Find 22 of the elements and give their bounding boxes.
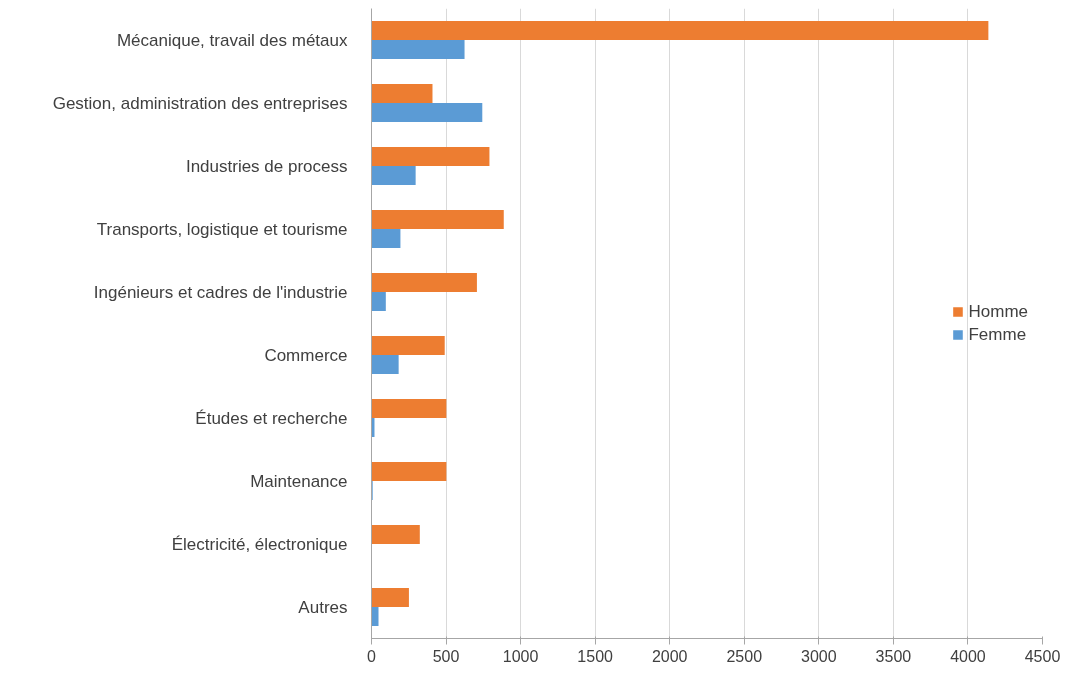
x-tick-label: 1500: [577, 647, 614, 665]
y-tick-label: Études et recherche: [195, 408, 348, 428]
legend-label: Homme: [968, 301, 1028, 322]
y-tick-label: Commerce: [264, 345, 348, 365]
x-tick-label: 4500: [1024, 647, 1061, 665]
x-tick-label: 3000: [801, 647, 837, 665]
y-tick-label: Autres: [298, 597, 348, 617]
y-tick-label: Électricité, électronique: [171, 534, 348, 554]
x-tick-label: 500: [432, 647, 460, 665]
y-tick-label: Maintenance: [250, 471, 348, 491]
y-tick-label: Ingénieurs et cadres de l'industrie: [93, 282, 348, 302]
x-tick-label: 3500: [875, 647, 912, 665]
x-tick-label: 1000: [502, 647, 539, 665]
y-tick-label: Industries de process: [185, 156, 348, 176]
y-tick-label: Transports, logistique et tourisme: [96, 219, 348, 239]
x-tick-label: 4000: [950, 647, 986, 665]
y-tick-label: Mécanique, travail des métaux: [116, 30, 348, 50]
x-tick-label: 2000: [651, 647, 688, 665]
y-tick-label: Gestion, administration des entreprises: [52, 93, 348, 113]
x-tick-label: 0: [367, 647, 377, 665]
x-tick-label: 2500: [726, 647, 763, 665]
legend-label: Femme: [968, 324, 1027, 345]
